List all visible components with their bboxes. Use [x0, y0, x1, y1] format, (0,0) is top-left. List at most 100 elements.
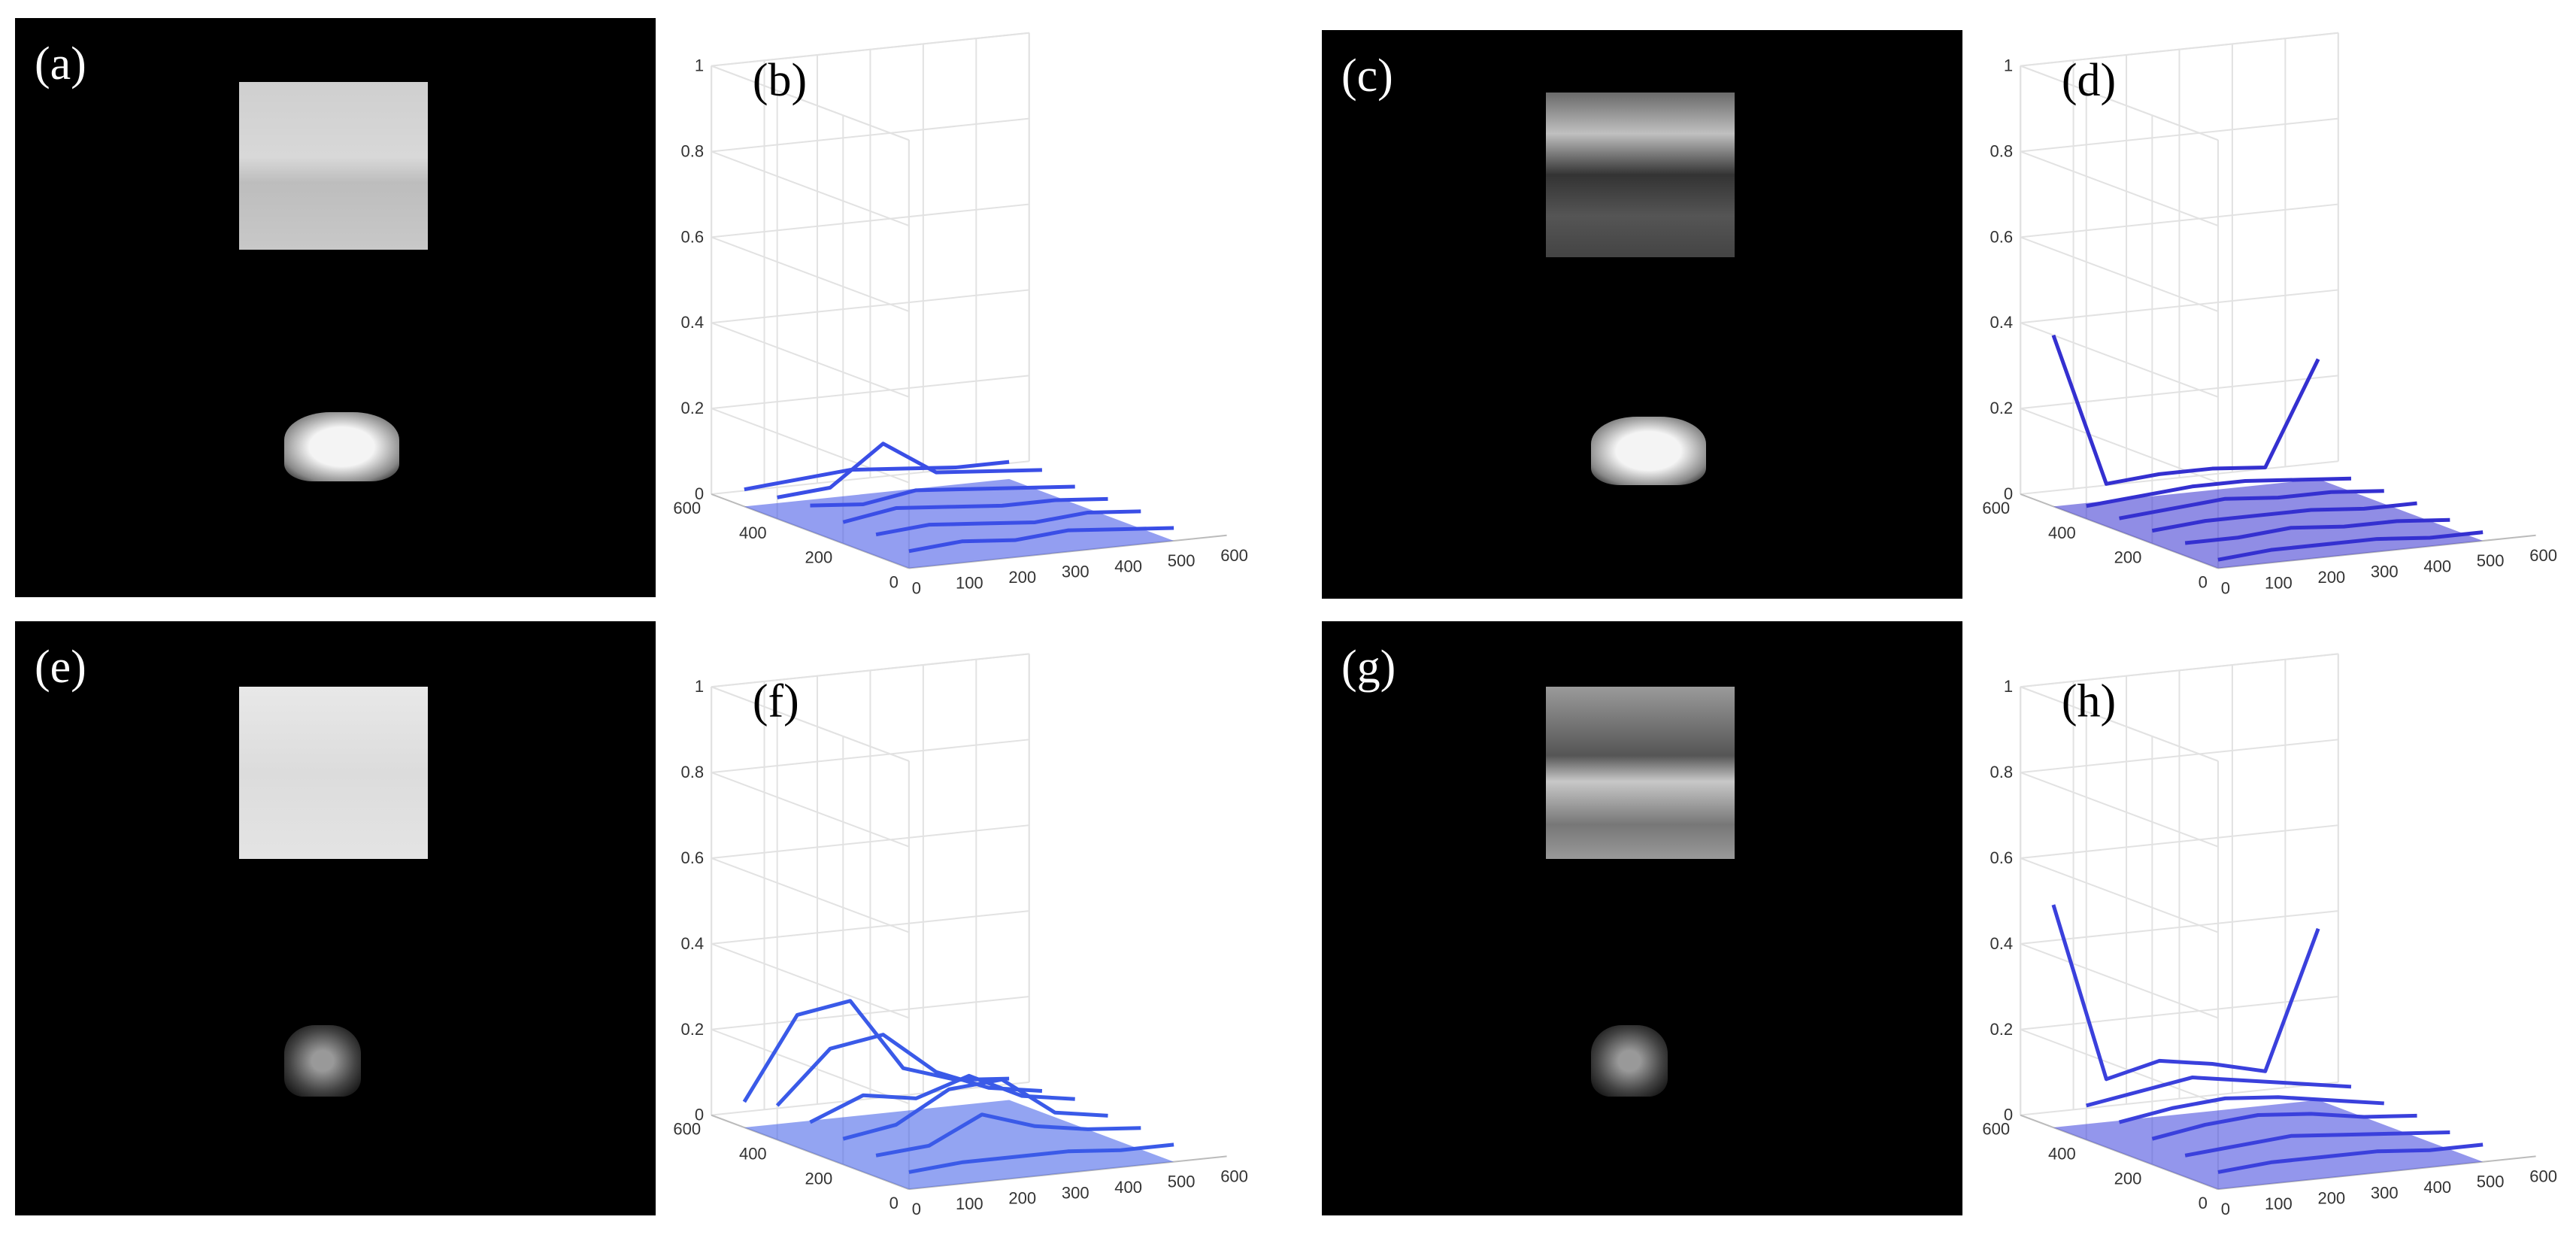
x-tick-label: 0	[912, 1200, 921, 1218]
image-panel: (c)	[1322, 30, 1962, 599]
surface-row	[842, 1077, 1108, 1141]
y-tick-label: 200	[805, 548, 833, 567]
car-object	[1590, 417, 1707, 485]
z-tick-label: 0.2	[680, 1020, 704, 1039]
grid-line	[2020, 65, 2219, 141]
surface-row	[875, 509, 1141, 537]
z-tick-label: 1	[695, 677, 704, 696]
surface-row	[744, 460, 1010, 492]
grid-line	[2020, 150, 2219, 226]
z-tick-label: 0.4	[680, 934, 704, 953]
surface-row	[2051, 904, 2320, 1082]
x-tick-label: 300	[2371, 1183, 2399, 1202]
y-tick-label: 200	[2114, 548, 2142, 567]
z-tick-label: 1	[2004, 677, 2013, 696]
image-panel: (e)	[15, 621, 656, 1215]
surface-row	[777, 441, 1042, 499]
z-tick-label: 0.2	[1990, 399, 2014, 417]
surface-row	[908, 526, 1174, 554]
surface-row	[2051, 334, 2320, 486]
grid-line	[2020, 857, 2219, 933]
motorcycle-object	[283, 1025, 362, 1097]
x-tick-label: 200	[1008, 1189, 1036, 1208]
x-tick-label: 0	[2221, 579, 2230, 598]
grid-line	[2020, 942, 2219, 1019]
y-tick-label: 600	[1982, 499, 2010, 517]
surface-row	[2119, 489, 2384, 520]
x-tick-label: 600	[2529, 1167, 2557, 1185]
y-tick-label: 400	[739, 1144, 767, 1163]
z-tick-label: 1	[2004, 56, 2013, 75]
panel-label: (b)	[753, 55, 807, 106]
grid-line	[2020, 236, 2219, 312]
grid-line	[711, 322, 910, 398]
x-tick-label: 100	[956, 573, 983, 592]
z-tick-label: 0.2	[680, 399, 704, 417]
surface-row	[2184, 517, 2450, 545]
z-tick-label: 0.8	[1990, 763, 2014, 781]
grid-line	[2020, 1028, 2219, 1105]
z-tick-label: 0.8	[1990, 141, 2014, 160]
z-tick-label: 0.6	[680, 227, 704, 246]
panel-label: (c)	[1341, 50, 1393, 102]
x-tick-label: 500	[2477, 1173, 2505, 1191]
image-panel: (g)	[1322, 621, 1962, 1215]
z-tick-label: 0.8	[680, 763, 704, 781]
surface-floor	[2053, 1100, 2484, 1190]
grid-line	[2020, 322, 2219, 398]
x-tick-label: 400	[2423, 1178, 2451, 1197]
x-tick-label: 0	[912, 579, 921, 598]
photo-inset	[239, 686, 428, 859]
grid-line	[2020, 772, 2219, 848]
x-tick-label: 600	[2529, 546, 2557, 565]
z-tick-label: 0.6	[680, 848, 704, 867]
image-panel: (a)	[15, 18, 656, 597]
panel-label: (g)	[1341, 642, 1396, 693]
grid-line	[711, 857, 910, 933]
y-tick-label: 0	[2199, 1194, 2208, 1212]
x-tick-label: 0	[2221, 1200, 2230, 1218]
surface-row	[2086, 476, 2352, 508]
surface-row	[2151, 1112, 2417, 1141]
surface-row	[2086, 1076, 2352, 1108]
surface-row	[908, 1142, 1174, 1174]
y-tick-label: 200	[2114, 1169, 2142, 1188]
photo-inset	[239, 81, 428, 250]
grid-line	[711, 686, 910, 762]
x-tick-label: 400	[2423, 557, 2451, 575]
panel-label: (h)	[2062, 676, 2116, 727]
z-tick-label: 0.4	[1990, 313, 2014, 332]
x-tick-label: 500	[1168, 551, 1196, 570]
photo-inset	[1546, 686, 1735, 859]
x-tick-label: 300	[2371, 563, 2399, 581]
grid-line	[711, 772, 910, 848]
x-tick-label: 400	[1114, 1178, 1142, 1197]
grid-line	[711, 236, 910, 312]
z-tick-label: 0.4	[680, 313, 704, 332]
surface-row	[2217, 1142, 2484, 1174]
x-tick-label: 600	[1220, 1167, 1248, 1185]
panel-label: (a)	[35, 38, 86, 90]
surface-row	[2151, 501, 2417, 533]
surface-row	[842, 496, 1108, 524]
y-tick-label: 0	[889, 573, 899, 592]
z-tick-label: 0	[2004, 1106, 2013, 1124]
surface-floor	[2053, 478, 2484, 569]
panel-label: (e)	[35, 642, 86, 693]
y-tick-label: 600	[1982, 1120, 2010, 1139]
grid-line	[711, 150, 910, 226]
x-tick-label: 100	[2265, 573, 2293, 592]
y-tick-label: 0	[889, 1194, 899, 1212]
z-tick-label: 1	[695, 56, 704, 75]
z-tick-label: 0.4	[1990, 934, 2014, 953]
panel-label: (f)	[753, 676, 799, 727]
z-tick-label: 0	[695, 484, 704, 503]
x-tick-label: 300	[1062, 563, 1089, 581]
grid-line	[2020, 686, 2219, 762]
x-tick-label: 300	[1062, 1183, 1089, 1202]
photo-inset	[1546, 93, 1735, 258]
surface-row	[875, 1112, 1141, 1158]
surface-row	[810, 484, 1075, 508]
